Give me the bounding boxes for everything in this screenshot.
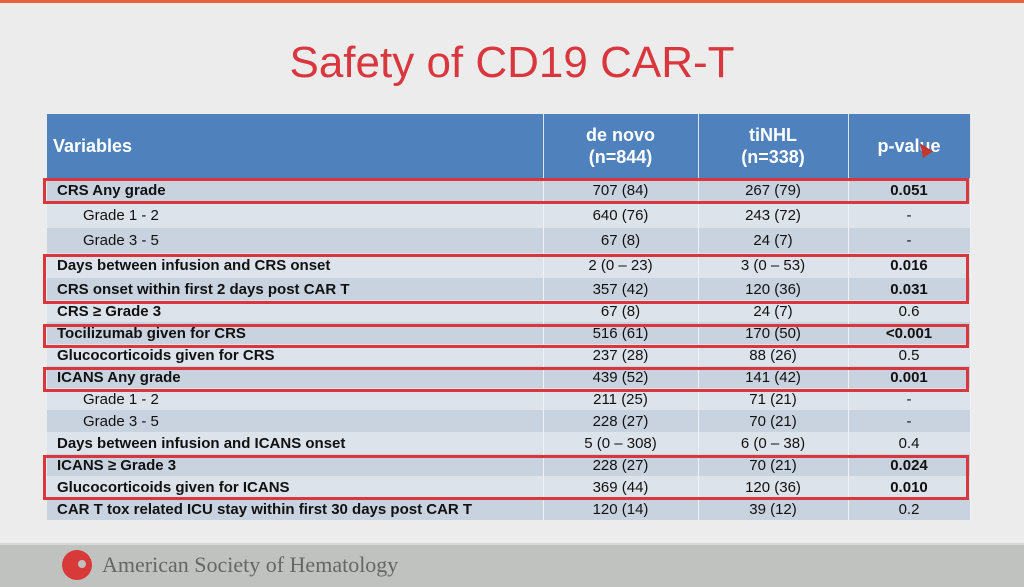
highlight-box [43, 455, 969, 500]
cell-variable: Glucocorticoids given for ICANS [47, 476, 544, 498]
cell-de-novo: 120 (14) [543, 498, 699, 520]
cell-p-value: 0.4 [848, 432, 971, 454]
cell-variable: ICANS ≥ Grade 3 [47, 454, 544, 476]
highlight-box [43, 178, 969, 204]
cell-p-value: - [848, 228, 971, 253]
cell-tinhl: 70 (21) [698, 410, 849, 432]
cell-p-value: 0.010 [848, 476, 971, 498]
cell-variable: Grade 3 - 5 [47, 228, 544, 253]
cell-tinhl: 70 (21) [698, 454, 849, 476]
cell-p-value: 0.031 [848, 278, 971, 300]
table-row: Grade 3 - 5 67 (8) 24 (7) - [47, 228, 971, 253]
cell-tinhl: 3 (0 – 53) [698, 253, 849, 278]
cell-tinhl: 120 (36) [698, 476, 849, 498]
cell-de-novo: 439 (52) [543, 366, 699, 388]
cell-de-novo: 211 (25) [543, 388, 699, 410]
cell-p-value: 0.024 [848, 454, 971, 476]
cell-de-novo: 237 (28) [543, 344, 699, 366]
footer-bar [0, 543, 1024, 587]
slide-title: Safety of CD19 CAR-T [289, 38, 735, 87]
cell-p-value: - [848, 388, 971, 410]
header-de-novo-label: de novo [585, 125, 655, 145]
table-row: ICANS ≥ Grade 3 228 (27) 70 (21) 0.024 [47, 454, 971, 476]
cell-variable: Days between infusion and CRS onset [47, 253, 544, 278]
cell-p-value: 0.6 [848, 300, 971, 322]
top-accent-bar [0, 0, 1024, 3]
cell-variable: Glucocorticoids given for CRS [47, 344, 544, 366]
cell-tinhl: 39 (12) [698, 498, 849, 520]
table-header-row: Variables de novo (n=844) tiNHL (n=338) p-… [47, 114, 971, 178]
cell-tinhl: 24 (7) [698, 228, 849, 253]
header-tinhl-label: tiNHL [749, 125, 797, 145]
table-row: Glucocorticoids given for CRS 237 (28) 88 … [47, 344, 971, 366]
cell-p-value: - [848, 410, 971, 432]
cell-tinhl: 170 (50) [698, 322, 849, 344]
table-row: Days between infusion and CRS onset 2 (0 … [47, 253, 971, 278]
cell-tinhl: 267 (79) [698, 178, 849, 203]
safety-table: Variables de novo (n=844) tiNHL (n=338) p-… [47, 114, 971, 520]
highlight-box [43, 254, 969, 304]
cell-de-novo: 357 (42) [543, 278, 699, 300]
footer-logo-text: American Society of Hematology [102, 552, 399, 577]
table-row: CAR T tox related ICU stay within first … [47, 498, 971, 520]
header-p-value: p-value [848, 114, 971, 178]
ash-logo-icon [62, 550, 92, 580]
header-tinhl-n: (n=338) [741, 147, 805, 167]
cell-tinhl: 141 (42) [698, 366, 849, 388]
cell-de-novo: 707 (84) [543, 178, 699, 203]
table-row: CRS onset within first 2 days post CAR T… [47, 278, 971, 300]
cell-de-novo: 369 (44) [543, 476, 699, 498]
table-row: Grade 3 - 5 228 (27) 70 (21) - [47, 410, 971, 432]
cell-variable: CRS onset within first 2 days post CAR T [47, 278, 544, 300]
table-row: Grade 1 - 2 211 (25) 71 (21) - [47, 388, 971, 410]
cell-variable: Grade 1 - 2 [47, 388, 544, 410]
cell-variable: CRS Any grade [47, 178, 544, 203]
table-row: CRS ≥ Grade 3 67 (8) 24 (7) 0.6 [47, 300, 971, 322]
cell-tinhl: 24 (7) [698, 300, 849, 322]
cell-de-novo: 5 (0 – 308) [543, 432, 699, 454]
cell-variable: ICANS Any grade [47, 366, 544, 388]
cell-de-novo: 67 (8) [543, 300, 699, 322]
cell-de-novo: 516 (61) [543, 322, 699, 344]
cell-variable: CAR T tox related ICU stay within first … [47, 498, 544, 520]
table-row: ICANS Any grade 439 (52) 141 (42) 0.001 [47, 366, 971, 388]
table-row: Grade 1 - 2 640 (76) 243 (72) - [47, 203, 971, 228]
cell-tinhl: 6 (0 – 38) [698, 432, 849, 454]
table-row: CRS Any grade 707 (84) 267 (79) 0.051 [47, 178, 971, 203]
cell-tinhl: 243 (72) [698, 203, 849, 228]
highlight-box [43, 324, 969, 348]
cell-de-novo: 67 (8) [543, 228, 699, 253]
header-de-novo-n: (n=844) [588, 147, 653, 167]
cell-de-novo: 228 (27) [543, 410, 699, 432]
cell-p-value: 0.051 [848, 178, 971, 203]
cell-p-value: 0.001 [848, 366, 971, 388]
cell-tinhl: 120 (36) [698, 278, 849, 300]
header-variables: Variables [47, 114, 544, 178]
cell-p-value: 0.5 [848, 344, 971, 366]
cell-variable: Tocilizumab given for CRS [47, 322, 544, 344]
cell-tinhl: 88 (26) [698, 344, 849, 366]
table-row: Glucocorticoids given for ICANS 369 (44) 1… [47, 476, 971, 498]
table-row: Days between infusion and ICANS onset 5 (… [47, 432, 971, 454]
cell-de-novo: 2 (0 – 23) [543, 253, 699, 278]
cell-de-novo: 228 (27) [543, 454, 699, 476]
cell-p-value: 0.016 [848, 253, 971, 278]
cell-p-value: - [848, 203, 971, 228]
cell-variable: Days between infusion and ICANS onset [47, 432, 544, 454]
cell-tinhl: 71 (21) [698, 388, 849, 410]
cell-de-novo: 640 (76) [543, 203, 699, 228]
header-tinhl: tiNHL (n=338) [698, 114, 849, 178]
highlight-box [43, 367, 969, 392]
cell-variable: Grade 3 - 5 [47, 410, 544, 432]
cell-variable: Grade 1 - 2 [47, 203, 544, 228]
header-de-novo: de novo (n=844) [543, 114, 699, 178]
cell-variable: CRS ≥ Grade 3 [47, 300, 544, 322]
cell-p-value: 0.2 [848, 498, 971, 520]
table-row: Tocilizumab given for CRS 516 (61) 170 (50… [47, 322, 971, 344]
cell-p-value: <0.001 [848, 322, 971, 344]
